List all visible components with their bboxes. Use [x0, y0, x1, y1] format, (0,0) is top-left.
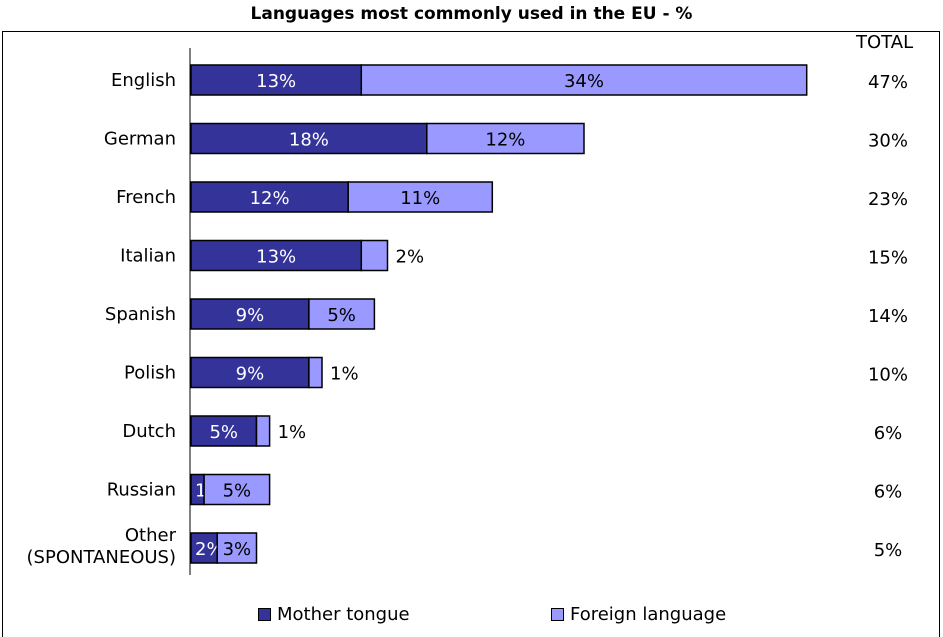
data-label-foreign-language-polish: 1% — [330, 364, 359, 385]
bar-foreign-language-polish — [308, 356, 323, 389]
total-label-dutch: 6% — [874, 423, 903, 444]
data-label-foreign-language-french: 11% — [400, 188, 440, 209]
bar-mother-tongue-english — [190, 64, 363, 96]
bar-foreign-language-spanish — [308, 298, 376, 330]
legend-item-mother-tongue: Mother tongue — [258, 604, 410, 625]
data-label-mother-tongue-english: 13% — [256, 71, 296, 92]
total-label-spanish: 14% — [868, 306, 908, 327]
legend-item-foreign-language: Foreign language — [551, 604, 726, 625]
category-label-other-spontaneous: Other — [125, 525, 177, 546]
category-label-french: French — [116, 187, 176, 208]
category-label-italian: Italian — [120, 246, 176, 267]
total-label-french: 23% — [868, 189, 908, 210]
legend-label-mother-tongue: Mother tongue — [277, 604, 410, 625]
bar-mother-tongue-italian — [190, 239, 363, 272]
bar-foreign-language-russian — [203, 473, 271, 506]
data-label-mother-tongue-dutch: 5% — [209, 422, 238, 443]
total-label-english: 47% — [868, 72, 908, 93]
category-label-other-spontaneous: (SPONTANEOUS) — [27, 547, 176, 568]
bar-foreign-language-dutch — [255, 415, 271, 447]
total-label-italian: 15% — [868, 248, 908, 269]
category-label-spanish: Spanish — [105, 304, 176, 325]
data-label-foreign-language-dutch: 1% — [278, 422, 307, 443]
bar-foreign-language-german — [426, 122, 585, 155]
category-label-german: German — [104, 129, 176, 150]
plot-frame — [2, 31, 940, 637]
bar-foreign-language-french — [347, 181, 494, 213]
chart-title: Languages most commonly used in the EU -… — [250, 4, 693, 24]
data-label-mother-tongue-other-spontaneous: 2% — [195, 539, 224, 560]
category-label-dutch: Dutch — [122, 421, 176, 442]
legend-label-foreign-language: Foreign language — [570, 604, 727, 625]
data-label-foreign-language-spanish: 5% — [327, 305, 356, 326]
data-label-mother-tongue-italian: 13% — [256, 247, 296, 268]
category-label-polish: Polish — [124, 363, 176, 384]
data-label-mother-tongue-spanish: 9% — [236, 305, 265, 326]
chart-plot: TOTAL English 13% 34% 47% German 18% 12% 30% Fre… — [27, 32, 913, 575]
data-label-foreign-language-other-spontaneous: 3% — [223, 539, 252, 560]
bar-foreign-language-other-spontaneous — [216, 532, 258, 564]
bar-mother-tongue-german — [190, 122, 428, 155]
legend-swatch-mother-tongue — [258, 608, 271, 621]
category-label-russian: Russian — [107, 480, 176, 501]
bar-mother-tongue-spanish — [190, 298, 310, 330]
category-label-english: English — [111, 70, 176, 91]
data-label-mother-tongue-french: 12% — [250, 188, 290, 209]
bar-mother-tongue-polish — [190, 356, 310, 389]
data-label-foreign-language-italian: 2% — [396, 247, 425, 268]
total-label-other-spontaneous: 5% — [874, 540, 903, 561]
data-label-mother-tongue-polish: 9% — [236, 364, 265, 385]
total-label-polish: 10% — [868, 365, 908, 386]
legend-swatch-foreign-language — [551, 608, 564, 621]
bar-foreign-language-italian — [360, 239, 389, 272]
bar-foreign-language-english — [360, 64, 808, 96]
total-label-russian: 6% — [874, 482, 903, 503]
data-label-foreign-language-english: 34% — [564, 71, 604, 92]
data-label-mother-tongue-german: 18% — [289, 130, 329, 151]
data-label-foreign-language-german: 12% — [485, 130, 525, 151]
data-label-foreign-language-russian: 5% — [223, 481, 252, 502]
total-label-german: 30% — [868, 131, 908, 152]
total-header: TOTAL — [855, 32, 913, 53]
